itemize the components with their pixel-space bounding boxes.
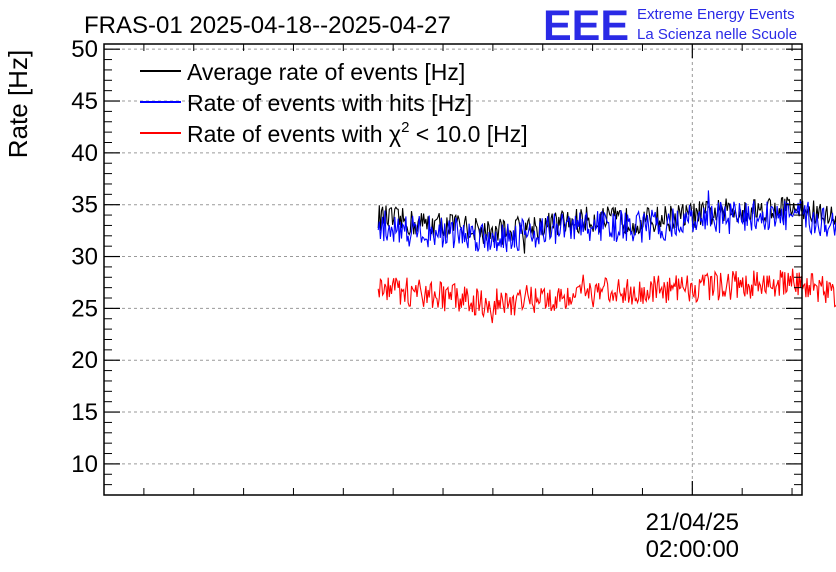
eee-logo: EEE <box>543 2 629 50</box>
series-line-chi2 <box>377 268 836 324</box>
series-line-hits <box>377 190 836 253</box>
y-tick-label: 25 <box>71 295 98 322</box>
legend-label-hits: Rate of events with hits [Hz] <box>187 90 472 116</box>
grid-lines <box>104 44 802 495</box>
y-tick-label: 45 <box>71 88 98 115</box>
logo-line-2: La Scienza nelle Scuole <box>637 26 797 43</box>
plot-frame <box>103 43 803 496</box>
y-tick-label: 50 <box>71 36 98 63</box>
y-tick-label: 40 <box>71 140 98 167</box>
legend-label-average: Average rate of events [Hz] <box>187 59 465 85</box>
y-tick-label: 15 <box>71 399 98 426</box>
data-series <box>377 190 836 324</box>
x-tick-date: 21/04/25 <box>646 509 739 536</box>
y-tick-label: 10 <box>71 451 98 478</box>
axes: 10152025303540455021/04/2502:00:0028/04/… <box>71 36 802 563</box>
x-tick-time: 02:00:00 <box>646 536 739 563</box>
legend: Average rate of events [Hz] Rate of event… <box>140 59 528 147</box>
y-tick-label: 30 <box>71 244 98 271</box>
legend-label-chi2: Rate of events with χ2 < 10.0 [Hz] <box>187 119 528 147</box>
logo-line-1: Extreme Energy Events <box>637 6 795 23</box>
chart-title: FRAS-01 2025-04-18--2025-04-27 <box>84 12 451 39</box>
y-axis-label: Rate [Hz] <box>3 50 33 158</box>
y-tick-label: 20 <box>71 347 98 374</box>
y-tick-label: 35 <box>71 192 98 219</box>
series-line-average <box>377 196 836 254</box>
